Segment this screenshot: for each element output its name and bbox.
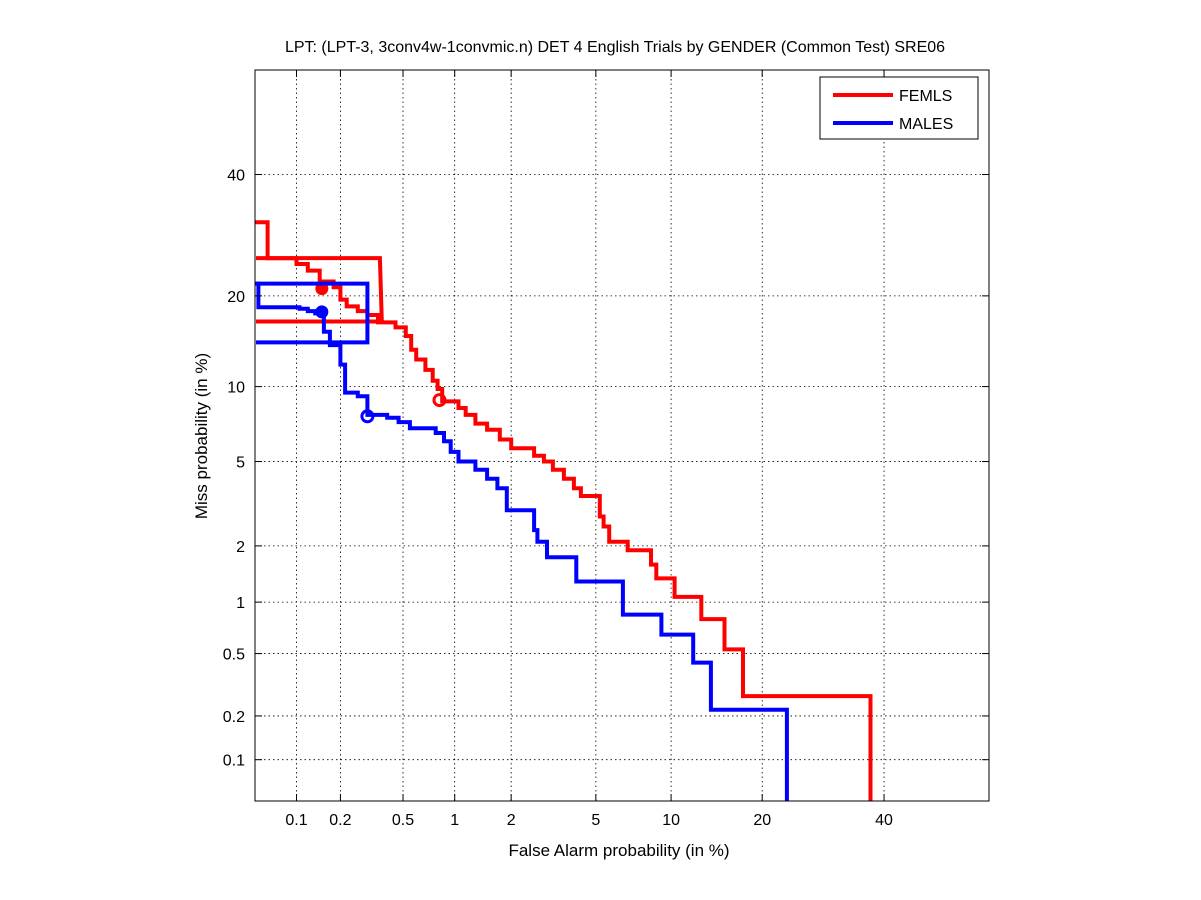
- legend-label-femls: FEMLS: [899, 88, 952, 105]
- y-axis-label: Miss probability (in %): [192, 353, 211, 519]
- x-tick-label: 0.2: [329, 812, 351, 829]
- chart-title: LPT: (LPT-3, 3conv4w-1convmic.n) DET 4 E…: [285, 39, 945, 56]
- y-tick-label: 5: [236, 455, 245, 472]
- x-tick-label: 1: [450, 812, 459, 829]
- x-tick-label: 40: [875, 812, 893, 829]
- legend-box: [819, 76, 979, 140]
- min-dcf-marker-males: [315, 305, 329, 319]
- y-tick-label: 2: [236, 539, 245, 556]
- y-tick-label: 20: [227, 289, 245, 306]
- y-tick-label: 1: [236, 595, 245, 612]
- eer-marker-males: [360, 409, 375, 424]
- y-tick-label: 0.2: [223, 709, 245, 726]
- series-males: [255, 281, 789, 801]
- eer-marker-femls: [432, 393, 447, 408]
- grid: [255, 70, 989, 801]
- x-tick-label: 5: [591, 812, 600, 829]
- det-curve-males: [255, 281, 789, 801]
- series-layer: [255, 220, 873, 801]
- plot-frame: [254, 69, 990, 802]
- x-tick-label: 0.5: [392, 812, 414, 829]
- x-axis-label: False Alarm probability (in %): [508, 841, 729, 860]
- x-tick-label: 2: [507, 812, 516, 829]
- legend-label-males: MALES: [899, 116, 953, 133]
- x-tick-label: 10: [662, 812, 680, 829]
- y-tick-label: 0.1: [223, 753, 245, 770]
- confidence-box-males: [256, 281, 370, 345]
- confidence-box-femls: [256, 256, 384, 324]
- y-tick-label: 0.5: [223, 647, 245, 664]
- x-ticks: 0.1 0.2 0.5 1 2 5 10 20 40: [285, 70, 893, 829]
- det-curve-femls: [255, 220, 873, 801]
- x-tick-label: 0.1: [285, 812, 307, 829]
- legend: FEMLS MALES: [819, 76, 979, 140]
- y-tick-label: 10: [227, 380, 245, 397]
- x-tick-label: 20: [753, 812, 771, 829]
- y-tick-label: 40: [227, 168, 245, 185]
- y-ticks: 0.1 0.2 0.5 1 2 5 10 20 40: [223, 168, 989, 770]
